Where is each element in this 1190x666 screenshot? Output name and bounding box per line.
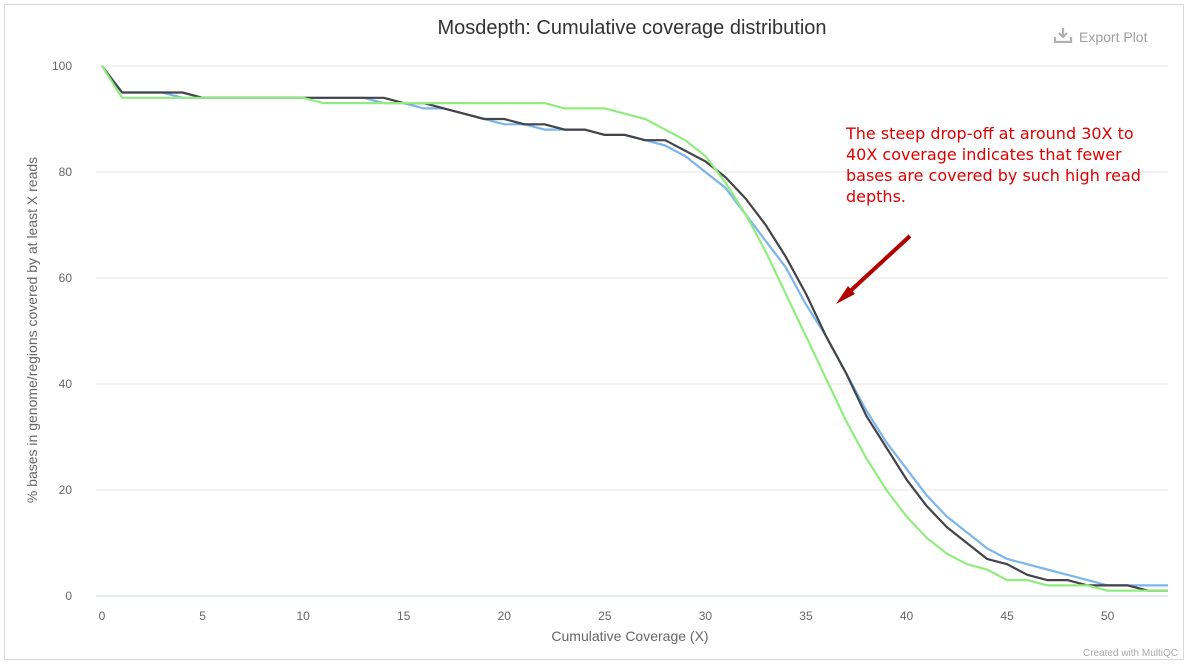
y-tick-label: 0 xyxy=(65,589,72,603)
x-tick-label: 0 xyxy=(99,609,106,623)
series-lines xyxy=(101,65,1168,592)
x-tick-label: 30 xyxy=(699,609,713,623)
x-tick-label: 35 xyxy=(799,609,813,623)
x-tick-label: 15 xyxy=(397,609,411,623)
y-tick-label: 40 xyxy=(59,377,73,391)
x-tick-label: 10 xyxy=(296,609,310,623)
x-tick-label: 40 xyxy=(900,609,914,623)
download-icon xyxy=(1053,27,1073,46)
credit-text: Created with MultiQC xyxy=(1082,648,1178,659)
y-tick-label: 100 xyxy=(52,59,72,73)
grid xyxy=(96,65,1168,597)
y-tick-label: 80 xyxy=(59,165,73,179)
chart-title: Mosdepth: Cumulative coverage distributi… xyxy=(437,17,827,39)
export-plot-button[interactable]: Export Plot xyxy=(1053,27,1147,46)
chart-container xyxy=(4,4,1184,660)
y-axis-label: % bases in genome/regions covered by at … xyxy=(24,157,40,503)
annotation-arrow xyxy=(836,234,912,304)
y-tick-label: 60 xyxy=(59,271,73,285)
x-tick-label: 5 xyxy=(199,609,206,623)
x-axis-label: Cumulative Coverage (X) xyxy=(551,628,708,644)
x-tick-label: 45 xyxy=(1000,609,1014,623)
x-tick-label: 20 xyxy=(498,609,512,623)
export-plot-label: Export Plot xyxy=(1079,28,1148,45)
x-tick-label: 25 xyxy=(598,609,612,623)
x-tick-label: 50 xyxy=(1101,609,1115,623)
annotation-text: The steep drop-off at around 30X to 40X … xyxy=(846,124,1141,206)
y-tick-label: 20 xyxy=(59,483,73,497)
tick-labels: 0 20 40 60 80 100 0 5 10 15 20 25 30 35 40 45 50 xyxy=(52,59,1115,623)
series-line-3[interactable] xyxy=(101,65,1168,592)
